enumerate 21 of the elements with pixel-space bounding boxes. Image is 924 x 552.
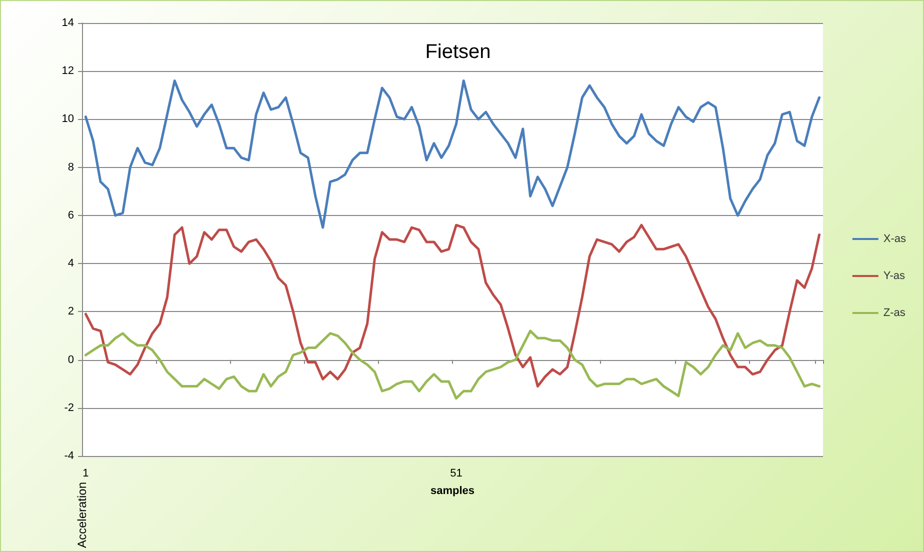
legend-label: X-as [883, 233, 906, 245]
y-tick-label: 2 [68, 306, 74, 318]
y-tick-label: 0 [68, 354, 74, 366]
x-axis-title: samples [430, 484, 475, 497]
line-series [84, 224, 821, 388]
x-tick-label: 1 [82, 468, 89, 480]
line-series [84, 79, 821, 229]
y-tick-label: -2 [64, 402, 74, 414]
legend-label: Z-as [883, 307, 906, 319]
y-tick-label: 12 [62, 65, 74, 78]
y-axis-title: Acceleration [75, 482, 89, 548]
y-tick-label: 10 [62, 113, 74, 126]
y-tick-label: 8 [68, 161, 74, 174]
y-tick-label: 14 [62, 17, 74, 29]
text: Fietsen [425, 41, 491, 63]
legend-label: Y-as [883, 270, 906, 282]
y-tick-label: 6 [68, 209, 74, 222]
line-series [84, 330, 821, 400]
x-tick-label: 51 [450, 468, 462, 480]
y-tick-label: -4 [64, 450, 74, 462]
y-tick-label: 4 [68, 258, 74, 270]
